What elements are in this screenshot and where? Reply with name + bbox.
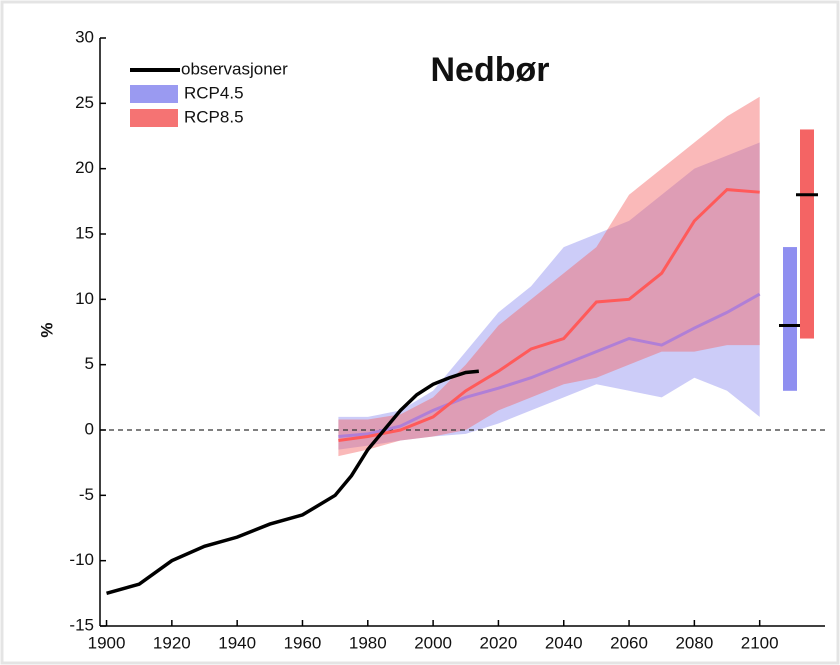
y-tick-label: 30 [75,27,94,46]
band [338,96,760,457]
x-tick-label: 1920 [153,633,191,652]
y-tick-label: -15 [69,615,94,634]
line [338,188,760,442]
x-tick-label: 2100 [741,633,779,652]
y-tick-label: 25 [75,93,94,112]
x-tick-label: 2060 [610,633,648,652]
x-tick-label: 2020 [480,633,518,652]
legend-swatch [130,109,178,127]
x-tick-label: 2080 [675,633,713,652]
x-tick-label: 2040 [545,633,583,652]
x-tick-label: 1940 [218,633,256,652]
line [338,292,761,439]
y-axis-label: % [37,322,56,337]
y-tick-label: -5 [79,485,94,504]
band [338,142,760,450]
y-tick-label: 0 [85,419,94,438]
range-bar [800,129,814,339]
legend-label: RCP4.5 [184,83,244,102]
x-tick-label: 1900 [88,633,126,652]
y-tick-label: 10 [75,289,94,308]
y-tick-label: 20 [75,158,94,177]
legend-label: observasjoner [181,59,288,78]
line [106,369,480,596]
x-tick-label: 1980 [349,633,387,652]
x-tick-label: 2000 [414,633,452,652]
y-tick-label: -10 [69,550,94,569]
legend-label: RCP8.5 [184,107,244,126]
chart-title: Nedbør [431,51,550,89]
y-tick-label: 5 [85,354,94,373]
legend-swatch [130,85,178,103]
range-bar [783,247,797,391]
x-tick-label: 1960 [284,633,322,652]
y-tick-label: 15 [75,223,94,242]
